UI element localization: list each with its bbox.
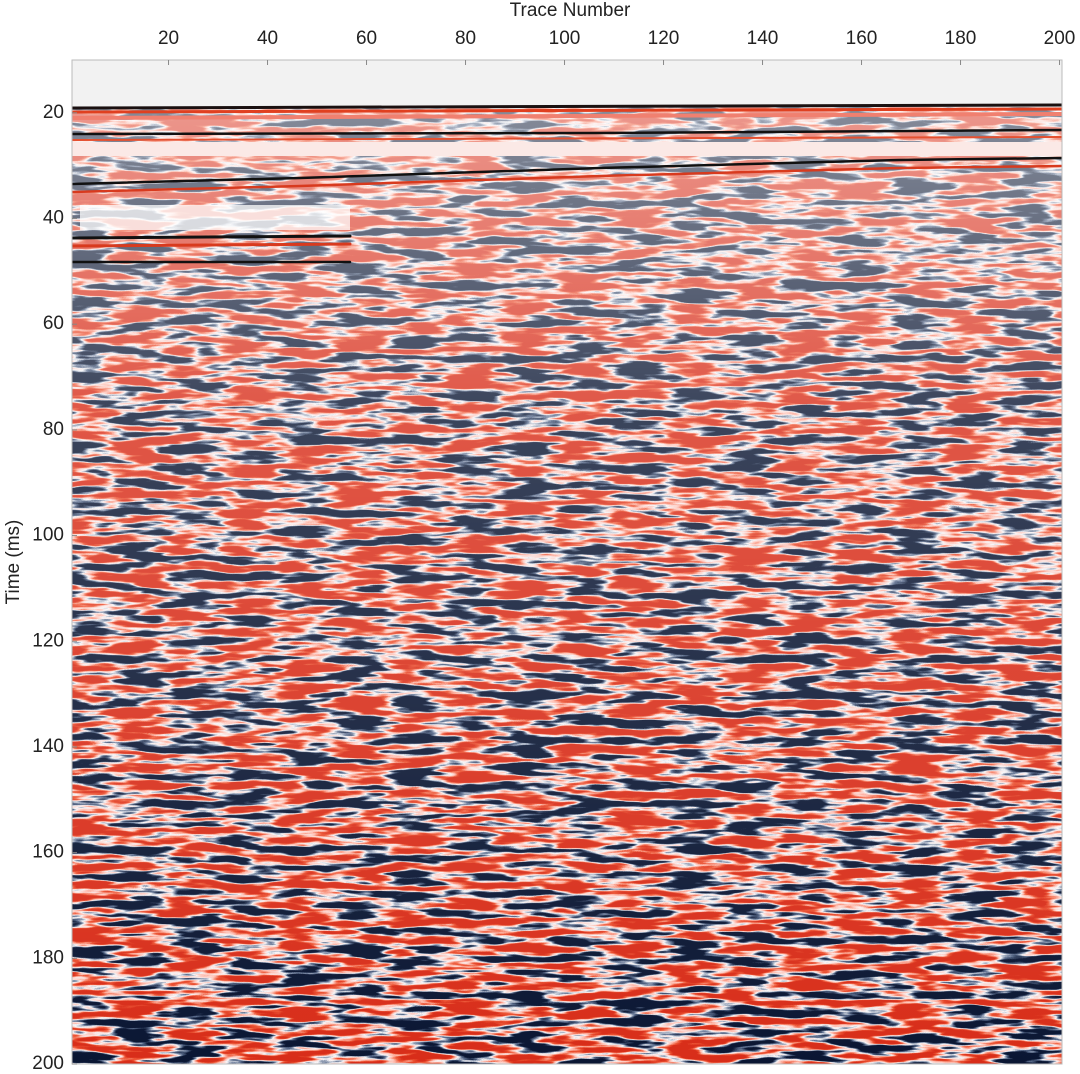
y-tick-label: 180 xyxy=(32,947,64,968)
x-tick-label: 160 xyxy=(846,28,878,49)
y-tick-label: 40 xyxy=(43,208,64,229)
x-tick-label: 200 xyxy=(1044,28,1076,49)
x-tick-label: 40 xyxy=(257,28,278,49)
x-tick-label: 80 xyxy=(455,28,476,49)
plot-frame xyxy=(71,59,1063,1065)
y-tick-label: 160 xyxy=(32,842,64,863)
x-tick-label: 20 xyxy=(158,28,179,49)
y-axis-label: Time (ms) xyxy=(3,520,24,605)
y-tick-label: 80 xyxy=(43,419,64,440)
x-tick-label: 180 xyxy=(945,28,977,49)
y-tick-label: 200 xyxy=(32,1053,64,1074)
x-tick-label: 120 xyxy=(648,28,680,49)
mute-zone xyxy=(72,60,1062,107)
y-tick-label: 20 xyxy=(43,102,64,123)
y-tick-label: 140 xyxy=(32,736,64,757)
x-tick-label: 60 xyxy=(356,28,377,49)
seismic-image xyxy=(72,60,1062,1064)
y-tick-label: 100 xyxy=(32,525,64,546)
y-tick-label: 60 xyxy=(43,313,64,334)
x-tick-label: 140 xyxy=(747,28,779,49)
x-axis-label: Trace Number xyxy=(510,0,631,21)
reflectors xyxy=(72,103,1062,264)
x-tick-label: 100 xyxy=(549,28,581,49)
y-tick-label: 120 xyxy=(32,630,64,651)
